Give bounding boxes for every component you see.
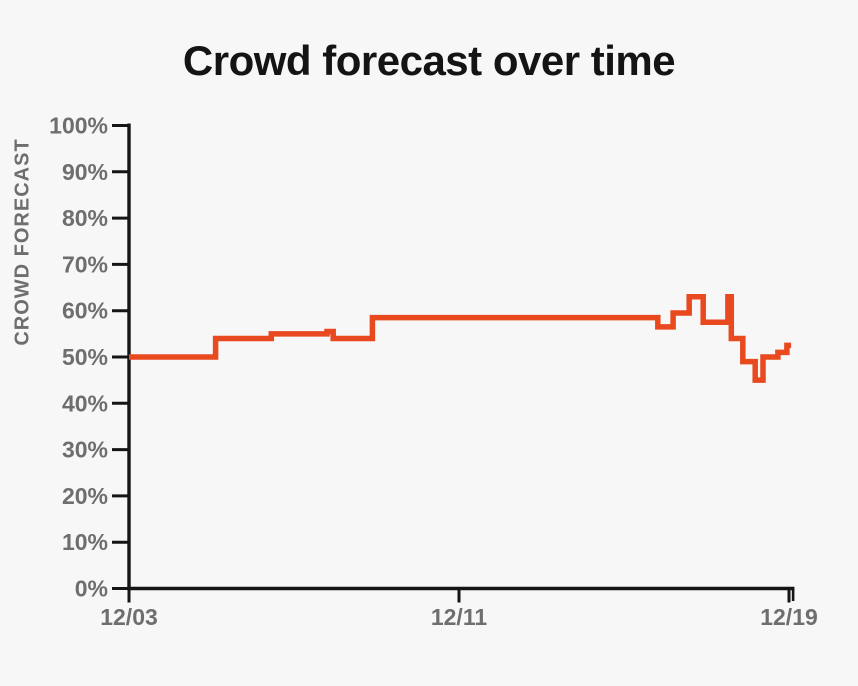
y-axis-tick-label: 50% bbox=[62, 344, 108, 370]
x-axis-tick-label: 12/03 bbox=[100, 604, 158, 630]
y-axis-tick-label: 100% bbox=[49, 113, 108, 139]
chart-title: Crowd forecast over time bbox=[182, 37, 676, 84]
y-axis-tick-label: 30% bbox=[62, 437, 108, 463]
y-axis-tick-label: 40% bbox=[62, 390, 108, 416]
y-axis-tick-label: 90% bbox=[62, 159, 108, 185]
x-axis-tick-label: 12/11 bbox=[431, 604, 487, 630]
x-axis-tick-label: 12/19 bbox=[760, 604, 818, 630]
y-axis-tick-label: 70% bbox=[62, 251, 108, 277]
forecast-line bbox=[129, 294, 792, 383]
y-axis-tick-label: 20% bbox=[62, 483, 108, 509]
y-axis-tick-label: 10% bbox=[62, 529, 108, 555]
y-axis-tick-label: 60% bbox=[62, 298, 108, 324]
y-axis-tick-label: 80% bbox=[62, 205, 108, 231]
y-axis-tick-label: 0% bbox=[75, 576, 108, 602]
